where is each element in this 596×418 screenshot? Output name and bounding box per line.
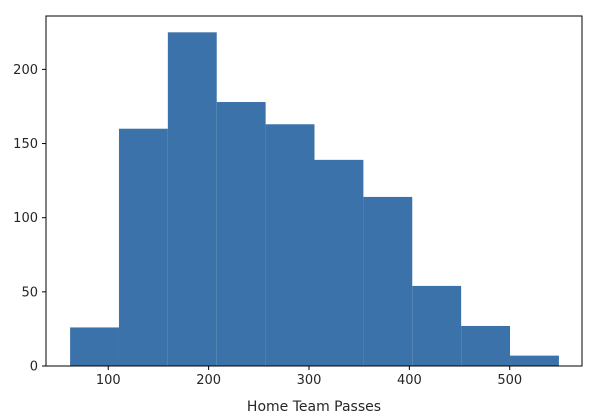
x-tick-label: 100 <box>96 373 121 388</box>
y-axis-ticks: 0 50 100 150 200 <box>13 63 46 375</box>
x-axis-ticks: 100 200 300 400 500 <box>96 366 522 388</box>
histogram-bar-7 <box>363 196 413 366</box>
plot-frame <box>45 15 583 367</box>
histogram-bar-2 <box>118 128 168 366</box>
histogram-bar-5 <box>265 124 315 366</box>
x-tick-label: 500 <box>497 373 522 388</box>
x-axis-label: Home Team Passes <box>247 399 381 415</box>
y-tick-label: 0 <box>30 360 38 375</box>
histogram-bar-10 <box>510 355 559 366</box>
histogram-bar-9 <box>461 325 511 366</box>
x-tick-label: 200 <box>196 373 221 388</box>
bars-group <box>70 32 559 367</box>
histogram-bar-1 <box>70 327 119 366</box>
x-tick-label: 400 <box>397 373 422 388</box>
histogram-bar-8 <box>412 285 462 366</box>
histogram-bar-3 <box>167 32 217 367</box>
x-tick-label: 300 <box>297 373 322 388</box>
y-tick-label: 100 <box>13 211 38 226</box>
y-tick-label: 150 <box>13 137 38 152</box>
y-tick-label: 50 <box>21 285 38 300</box>
y-tick-label: 200 <box>13 63 38 78</box>
histogram-bar-6 <box>314 159 364 366</box>
histogram-bar-4 <box>216 102 266 367</box>
